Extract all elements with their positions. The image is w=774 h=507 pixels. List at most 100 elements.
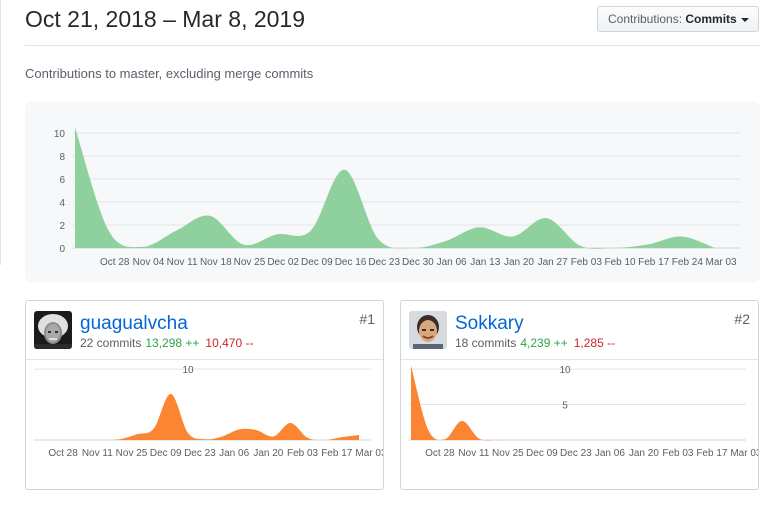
einstein-avatar[interactable] — [34, 311, 72, 349]
data-point[interactable] — [595, 437, 601, 443]
data-point[interactable] — [134, 431, 140, 437]
data-point[interactable] — [425, 426, 431, 432]
contributor-name-link[interactable]: Sokkary — [455, 313, 524, 334]
data-point[interactable] — [106, 228, 112, 234]
data-point[interactable] — [151, 426, 157, 432]
x-tick-label: Dec 02 — [267, 257, 299, 268]
data-point[interactable] — [680, 437, 686, 443]
contributor-commits-chart[interactable]: 5 10 Oct 28 Nov 11 Nov 25 Dec 09 Dec 23 Jan 06 J… — [401, 360, 758, 490]
contributions-type-select[interactable]: Contributions: Commits — [597, 6, 759, 32]
x-tick-label: Dec 23 — [560, 448, 592, 459]
data-point[interactable] — [305, 435, 311, 441]
page-title: Oct 21, 2018 – Mar 8, 2019 — [25, 6, 306, 32]
x-tick-label: Jan 13 — [470, 257, 500, 268]
contributor-name-link[interactable]: guagualvcha — [80, 313, 188, 334]
data-point[interactable] — [645, 242, 651, 248]
select-value: Commits — [685, 12, 737, 26]
data-point[interactable] — [236, 426, 242, 432]
data-point[interactable] — [72, 124, 78, 130]
y-tick-label: 0 — [59, 244, 65, 255]
person-avatar[interactable] — [409, 311, 447, 349]
data-point[interactable] — [185, 430, 191, 436]
y-tick-label: 8 — [59, 152, 65, 163]
x-tick-label: Oct 28 — [425, 448, 455, 459]
data-point[interactable] — [341, 167, 347, 173]
data-point[interactable] — [409, 245, 415, 251]
data-point[interactable] — [270, 433, 276, 439]
x-tick-label: Nov 04 — [133, 257, 165, 268]
data-point[interactable] — [678, 234, 684, 240]
x-tick-label: Jan 20 — [504, 257, 534, 268]
additions-count: 4,239 ++ — [520, 336, 568, 350]
data-point[interactable] — [510, 437, 516, 443]
x-tick-label: Jan 20 — [253, 448, 283, 459]
data-point[interactable] — [240, 242, 246, 248]
y-tick-label: 4 — [59, 198, 65, 209]
data-point[interactable] — [202, 436, 208, 442]
data-point[interactable] — [544, 215, 550, 221]
data-point[interactable] — [714, 437, 720, 443]
data-point[interactable] — [82, 437, 88, 443]
x-tick-label: Jan 06 — [437, 257, 467, 268]
data-point[interactable] — [288, 420, 294, 426]
data-point[interactable] — [99, 437, 105, 443]
data-point[interactable] — [712, 245, 718, 251]
data-point[interactable] — [339, 434, 345, 440]
x-tick-label: Oct 28 — [100, 257, 130, 268]
data-point[interactable] — [356, 432, 362, 438]
data-point[interactable] — [375, 236, 381, 242]
data-point[interactable] — [663, 437, 669, 443]
data-point[interactable] — [408, 363, 414, 369]
y-tick-label: 5 — [562, 401, 568, 412]
data-point[interactable] — [207, 213, 213, 219]
data-point[interactable] — [527, 437, 533, 443]
data-point[interactable] — [443, 238, 449, 244]
x-tick-label: Jan 27 — [538, 257, 568, 268]
data-point[interactable] — [31, 437, 37, 443]
data-point[interactable] — [646, 437, 652, 443]
x-tick-label: Oct 28 — [48, 448, 78, 459]
caret-down-icon — [740, 17, 749, 22]
data-point[interactable] — [578, 437, 584, 443]
deletions-count: 1,285 -- — [573, 336, 616, 350]
data-point[interactable] — [612, 437, 618, 443]
data-point[interactable] — [322, 437, 328, 443]
data-point[interactable] — [48, 437, 54, 443]
x-tick-label: Nov 11 — [82, 448, 113, 459]
data-point[interactable] — [493, 437, 499, 443]
data-point[interactable] — [274, 231, 280, 237]
header-divider — [25, 45, 760, 46]
x-tick-label: Nov 25 — [234, 257, 266, 268]
x-tick-label: Dec 16 — [335, 257, 367, 268]
data-point[interactable] — [629, 437, 635, 443]
x-tick-label: Feb 17 — [321, 448, 353, 459]
data-point[interactable] — [65, 437, 71, 443]
data-point[interactable] — [697, 437, 703, 443]
contributor-commits-chart[interactable]: 10 Oct 28 Nov 11 Nov 25 Dec 09 Dec 23 Jan 06 Ja… — [26, 360, 383, 490]
data-point[interactable] — [544, 437, 550, 443]
overall-chart-panel: 0 2 4 6 8 10 Oct 28 Nov 04 Nov 11 Nov 18 Nov 25 Dec… — [25, 102, 760, 282]
data-point[interactable] — [577, 243, 583, 249]
data-point[interactable] — [173, 228, 179, 234]
data-point[interactable] — [476, 436, 482, 442]
data-point[interactable] — [476, 224, 482, 230]
data-point[interactable] — [510, 234, 516, 240]
data-point[interactable] — [442, 436, 448, 442]
data-point[interactable] — [611, 245, 617, 251]
data-point[interactable] — [459, 418, 465, 424]
data-point[interactable] — [139, 244, 145, 250]
data-point[interactable] — [253, 427, 259, 433]
data-point[interactable] — [117, 436, 123, 442]
data-point[interactable] — [731, 437, 737, 443]
deletions-count: 10,470 -- — [205, 336, 254, 350]
data-point[interactable] — [168, 391, 174, 397]
contributor-card-1: guagualvcha 22 commits 13,298 ++ 10,470 --… — [25, 300, 384, 490]
x-tick-label: Feb 03 — [662, 448, 694, 459]
x-tick-label: Dec 09 — [526, 448, 558, 459]
data-point[interactable] — [561, 437, 567, 443]
data-point[interactable] — [308, 228, 314, 234]
data-point[interactable] — [219, 433, 225, 439]
x-tick-label: Nov 25 — [492, 448, 524, 459]
additions-count: 13,298 ++ — [145, 336, 200, 350]
